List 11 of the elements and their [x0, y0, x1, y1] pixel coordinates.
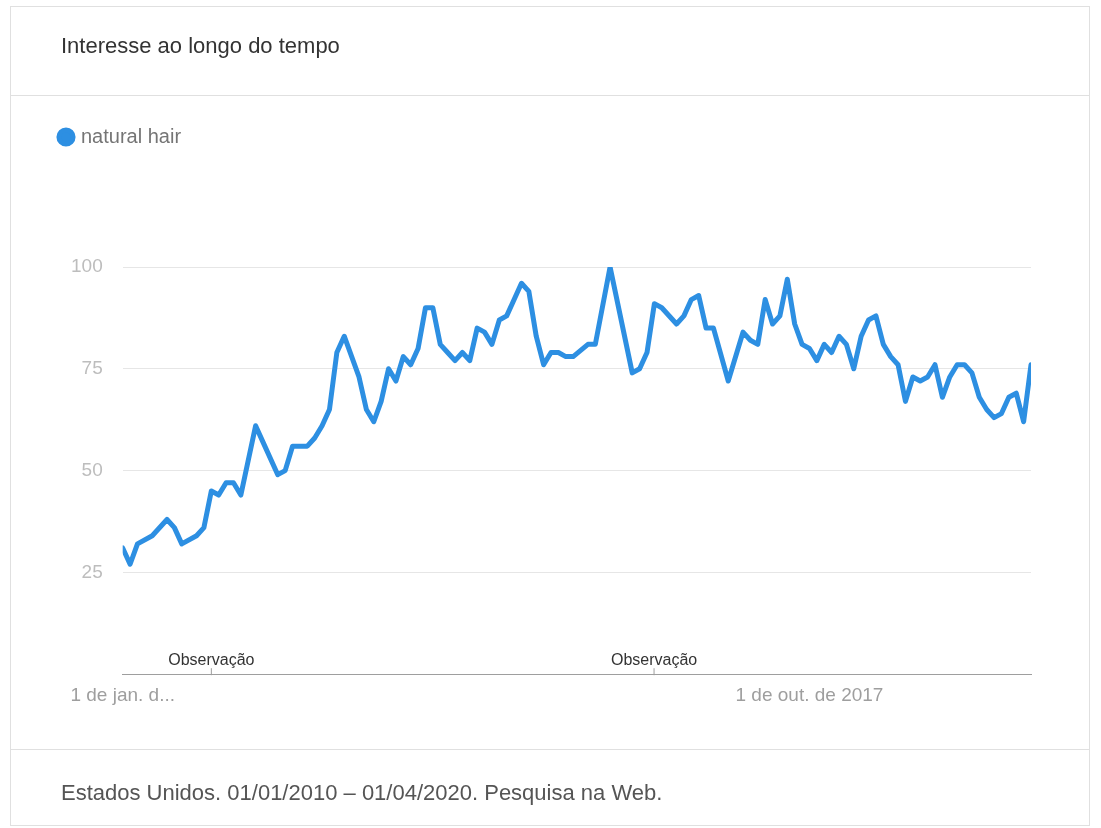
- legend-label: natural hair: [81, 124, 182, 147]
- y-tick-label: 25: [81, 560, 103, 582]
- x-tick-label: 1 de jan. d...: [70, 683, 175, 705]
- text: Estados Unidos. 01/01/2010 – 01/04/2020. Pesquisa na Web.: [61, 780, 663, 806]
- x-tick-label: 1 de out. de 2017: [735, 683, 884, 705]
- annotation: Observação: [610, 650, 698, 668]
- chart-title: Interesse ao longo do tempo: [61, 33, 340, 59]
- y-tick-label: 50: [81, 458, 103, 480]
- y-tick-label: 100: [71, 255, 103, 277]
- annotation: Observação: [168, 650, 255, 668]
- y-tick-label: 75: [81, 357, 103, 379]
